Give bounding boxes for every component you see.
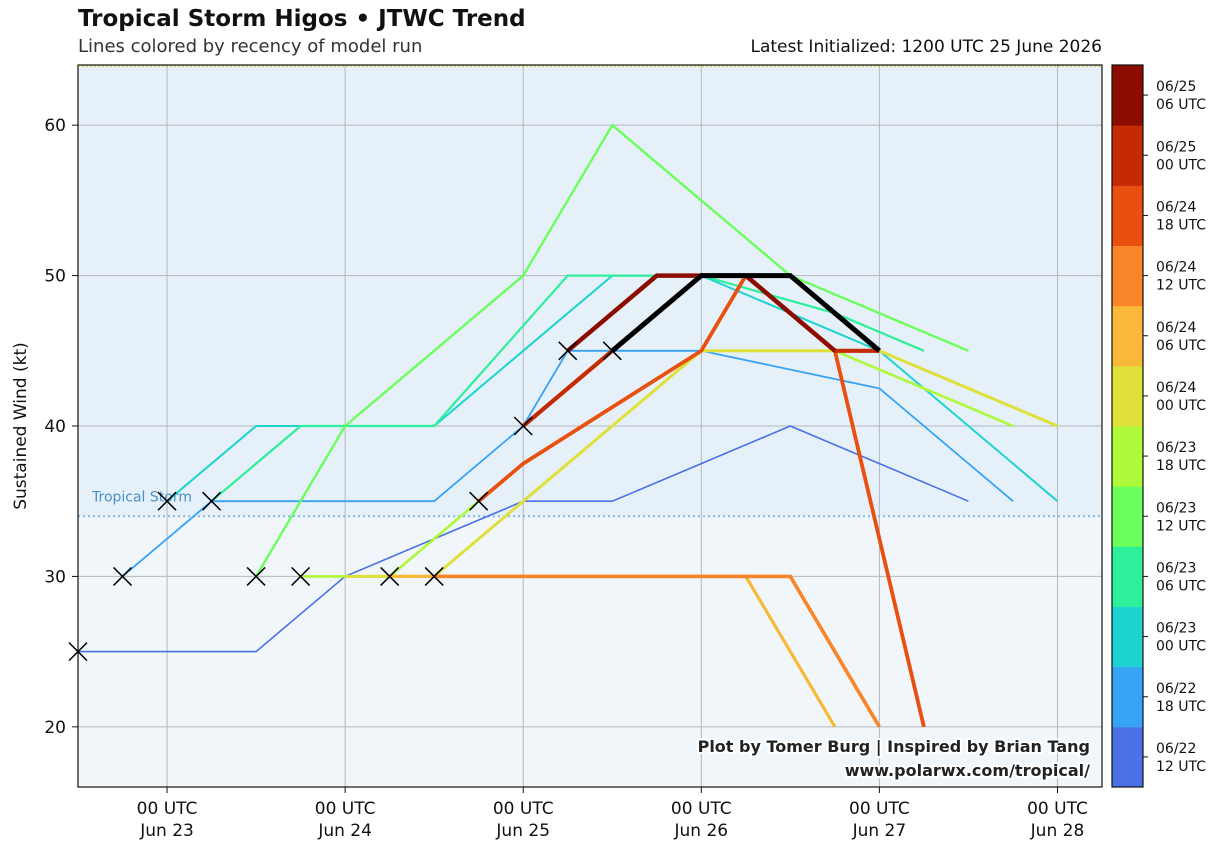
colorbar-segment [1112, 245, 1143, 307]
colorbar-segment [1112, 546, 1143, 607]
colorbar-label-date: 06/22 [1156, 741, 1196, 757]
colorbar-label-date: 06/25 [1156, 79, 1196, 95]
colorbar-segment [1112, 606, 1143, 668]
x-tick-label-time: 00 UTC [849, 799, 910, 819]
colorbar-label-date: 06/24 [1156, 320, 1196, 336]
colorbar-label-time: 12 UTC [1156, 518, 1206, 534]
y-tick-label: 30 [44, 567, 66, 587]
start-marker [424, 566, 444, 586]
colorbar-label-time: 12 UTC [1156, 278, 1206, 294]
series-lines [78, 123, 1059, 728]
y-tick-label: 50 [44, 267, 66, 287]
colorbar-label-time: 00 UTC [1156, 639, 1206, 655]
y-tick-label: 40 [44, 417, 66, 437]
colorbar-label-time: 06 UTC [1156, 97, 1206, 113]
start-marker [112, 566, 133, 586]
colorbar-label-time: 18 UTC [1156, 217, 1206, 233]
colorbar-segment [1112, 666, 1143, 728]
colorbar-label-date: 06/23 [1156, 500, 1196, 516]
colorbar-label-time: 00 UTC [1156, 398, 1206, 414]
colorbar-label-time: 18 UTC [1156, 699, 1206, 715]
y-tick-label: 20 [44, 718, 66, 738]
colorbar-label-date: 06/23 [1156, 621, 1196, 637]
x-tick-label-date: Jun 23 [139, 821, 194, 841]
colorbar-label-time: 06 UTC [1156, 578, 1206, 594]
x-tick-label-date: Jun 25 [495, 821, 550, 841]
colorbar-label-time: 00 UTC [1156, 157, 1206, 173]
y-tick-label: 60 [44, 116, 66, 136]
colorbar-label-date: 06/24 [1156, 380, 1196, 396]
plot-background-above-threshold [78, 65, 1102, 517]
start-marker [558, 341, 578, 361]
colorbar-label-date: 06/22 [1156, 681, 1196, 697]
colorbar-label-time: 06 UTC [1156, 338, 1206, 354]
series-line-0 [78, 425, 969, 653]
x-tick-label-time: 00 UTC [315, 799, 376, 819]
start-marker [246, 566, 266, 586]
start-marker [157, 491, 177, 511]
start-marker [380, 566, 400, 586]
series-line-3 [210, 274, 925, 503]
start-markers [68, 341, 622, 662]
colorbar-label-date: 06/24 [1156, 199, 1196, 215]
x-tick-label-time: 00 UTC [1027, 799, 1088, 819]
chart-subtitle: Lines colored by recency of model run [78, 36, 423, 57]
y-axis-ticks: 20 30 40 50 60 [44, 116, 78, 738]
chart-title: Tropical Storm Higos • JTWC Trend [78, 6, 526, 32]
initialized-label: Latest Initialized: 1200 UTC 25 June 202… [750, 37, 1102, 57]
credit-line-1: Plot by Tomer Burg | Inspired by Brian T… [698, 737, 1090, 757]
colorbar-label-date: 06/23 [1156, 560, 1196, 576]
colorbar-segment [1112, 726, 1143, 788]
x-tick-label-date: Jun 27 [852, 821, 907, 841]
colorbar-label-date: 06/24 [1156, 260, 1196, 276]
colorbar-label-date: 06/23 [1156, 440, 1196, 456]
x-tick-label-date: Jun 24 [317, 821, 372, 841]
colorbar-segment [1112, 365, 1143, 427]
x-tick-label-time: 00 UTC [137, 799, 198, 819]
colorbar-segment [1112, 65, 1143, 126]
colorbar-label-time: 18 UTC [1156, 458, 1206, 474]
colorbar-segment [1112, 305, 1143, 367]
x-tick-label-time: 00 UTC [493, 799, 554, 819]
credit-line-2: www.polarwx.com/tropical/ [845, 761, 1090, 780]
y-axis-label: Sustained Wind (kt) [11, 342, 31, 510]
colorbar-label-time: 12 UTC [1156, 759, 1206, 775]
colorbar-frame [1111, 64, 1144, 788]
start-marker [469, 491, 489, 511]
series-line-12 [610, 273, 882, 353]
start-marker [513, 416, 533, 436]
colorbar-segment [1112, 486, 1143, 547]
colorbar-segment [1112, 125, 1143, 186]
start-marker [202, 491, 222, 511]
colorbar: 06/22 12 UTC 06/22 18 UTC 06/23 00 UTC 06/23 06… [1111, 64, 1206, 788]
start-marker [602, 341, 622, 361]
series-line-1 [121, 349, 1014, 578]
series-line-8 [434, 574, 881, 728]
x-tick-label-time: 00 UTC [671, 799, 732, 819]
colorbar-segment [1112, 426, 1143, 487]
colorbar-label-date: 06/25 [1156, 139, 1196, 155]
x-tick-label-date: Jun 26 [673, 821, 728, 841]
colorbar-segment [1112, 185, 1143, 246]
x-tick-label-date: Jun 28 [1030, 821, 1085, 841]
series-line-9 [477, 272, 926, 728]
start-marker [291, 566, 311, 586]
